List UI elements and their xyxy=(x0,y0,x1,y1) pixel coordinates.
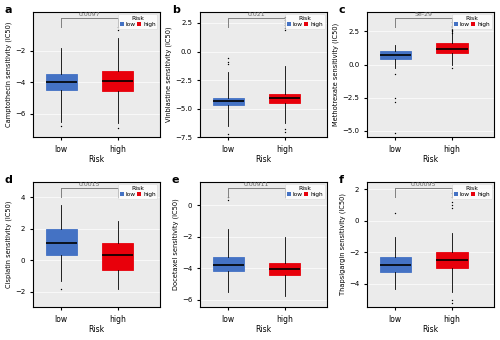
Text: e: e xyxy=(172,175,180,185)
Legend: low, high: low, high xyxy=(452,14,492,29)
Y-axis label: Vinblastine sensitivity (IC50): Vinblastine sensitivity (IC50) xyxy=(166,27,172,122)
Y-axis label: Camptothecin sensitivity (IC50): Camptothecin sensitivity (IC50) xyxy=(6,22,12,127)
PathPatch shape xyxy=(212,98,244,105)
Text: 0.00095: 0.00095 xyxy=(411,182,436,187)
Legend: low, high: low, high xyxy=(118,184,158,199)
PathPatch shape xyxy=(212,257,244,271)
X-axis label: Risk: Risk xyxy=(256,325,272,335)
PathPatch shape xyxy=(102,243,134,270)
Legend: low, high: low, high xyxy=(285,184,325,199)
X-axis label: Risk: Risk xyxy=(256,155,272,165)
Y-axis label: Thapsigargin sensitivity (IC50): Thapsigargin sensitivity (IC50) xyxy=(340,193,346,295)
PathPatch shape xyxy=(102,71,134,91)
PathPatch shape xyxy=(436,43,468,53)
Legend: low, high: low, high xyxy=(118,14,158,29)
Text: 5e-29: 5e-29 xyxy=(414,12,432,17)
Y-axis label: Docetaxel sensitivity (IC50): Docetaxel sensitivity (IC50) xyxy=(172,199,179,290)
PathPatch shape xyxy=(270,94,300,103)
PathPatch shape xyxy=(46,74,77,90)
PathPatch shape xyxy=(380,257,411,272)
PathPatch shape xyxy=(380,51,411,59)
PathPatch shape xyxy=(46,229,77,255)
Text: 0.00911: 0.00911 xyxy=(244,182,269,187)
Legend: low, high: low, high xyxy=(285,14,325,29)
Text: 0.0015: 0.0015 xyxy=(79,182,100,187)
Text: d: d xyxy=(5,175,12,185)
Text: b: b xyxy=(172,5,180,15)
Text: a: a xyxy=(5,5,12,15)
PathPatch shape xyxy=(436,252,468,268)
Y-axis label: Cisplatin sensitivity (IC50): Cisplatin sensitivity (IC50) xyxy=(6,201,12,288)
X-axis label: Risk: Risk xyxy=(88,325,104,335)
X-axis label: Risk: Risk xyxy=(422,155,438,165)
Text: 0.021: 0.021 xyxy=(248,12,266,17)
X-axis label: Risk: Risk xyxy=(422,325,438,335)
Text: c: c xyxy=(339,5,345,15)
Text: f: f xyxy=(339,175,344,185)
Y-axis label: Methotrexate sensitivity (IC50): Methotrexate sensitivity (IC50) xyxy=(333,23,340,126)
Legend: low, high: low, high xyxy=(452,184,492,199)
X-axis label: Risk: Risk xyxy=(88,155,104,165)
PathPatch shape xyxy=(270,262,300,275)
Text: 0.0097: 0.0097 xyxy=(78,12,100,17)
